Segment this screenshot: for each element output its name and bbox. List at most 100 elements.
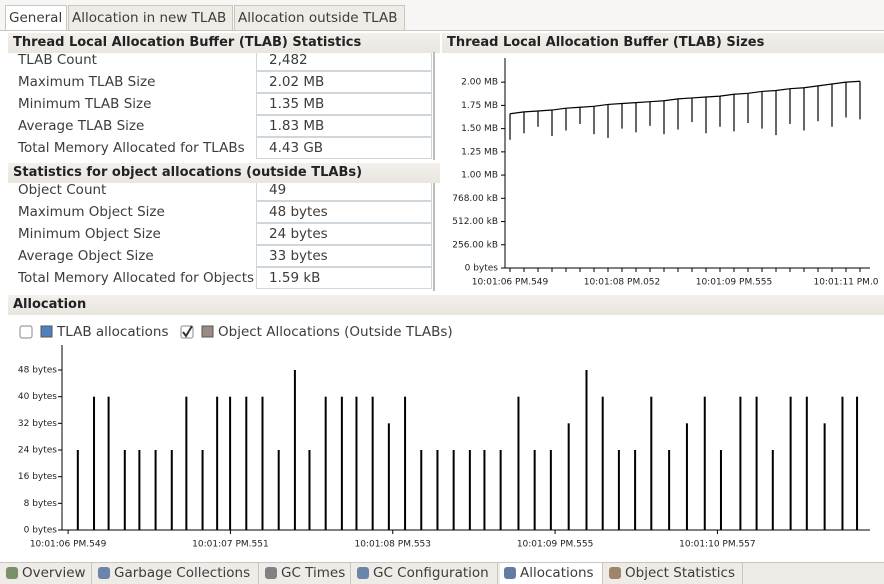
stat-value: 49 xyxy=(256,179,432,201)
tab-icon xyxy=(609,567,621,579)
stat-value: 1.59 kB xyxy=(256,267,432,289)
y-tick-label: 48 bytes xyxy=(18,366,57,376)
y-tick-label: 8 bytes xyxy=(24,499,58,509)
bottom-tab[interactable]: Overview xyxy=(2,563,92,584)
allocation-bar xyxy=(585,370,588,530)
allocation-bar xyxy=(601,396,604,530)
tab-icon xyxy=(6,567,18,579)
bottom-tab[interactable]: GC Configuration xyxy=(353,563,498,584)
stat-value: 48 bytes xyxy=(256,201,432,223)
stat-label: TLAB Count xyxy=(18,52,97,68)
y-tick-label: 0 bytes xyxy=(465,264,499,274)
top-tab[interactable]: Allocation in new TLAB xyxy=(68,5,233,30)
y-tick-label: 0 bytes xyxy=(24,526,58,536)
bottom-bar xyxy=(0,562,884,584)
allocation-bar xyxy=(823,423,826,530)
stat-label: Maximum TLAB Size xyxy=(18,74,156,90)
bottom-tab[interactable]: Garbage Collections xyxy=(94,563,259,584)
checkmark xyxy=(182,325,193,338)
section-header: Statistics for object allocations (outsi… xyxy=(8,163,440,183)
x-tick-label: 10:01:08 PM.553 xyxy=(354,540,431,550)
allocation-bar xyxy=(549,450,552,530)
stat-label: Total Memory Allocated for TLABs xyxy=(18,140,245,156)
allocation-bar xyxy=(293,370,296,530)
allocation-bar xyxy=(93,396,96,530)
chart-header: Allocation xyxy=(8,295,884,315)
y-tick-label: 2.00 MB xyxy=(461,78,498,88)
tlab-size-line xyxy=(509,80,861,115)
allocation-bar xyxy=(468,450,471,530)
legend-label: Object Allocations (Outside TLABs) xyxy=(218,324,453,340)
allocation-bar xyxy=(340,396,343,530)
x-tick-label: 10:01:09 PM.555 xyxy=(517,540,594,550)
allocation-bar xyxy=(841,396,844,530)
x-tick-label: 10:01:08 PM.052 xyxy=(584,278,661,288)
allocation-bar xyxy=(856,396,859,530)
y-tick-label: 16 bytes xyxy=(18,472,57,482)
y-tick-label: 24 bytes xyxy=(18,446,57,456)
allocation-bar xyxy=(634,450,637,530)
scrollbar xyxy=(433,183,435,291)
allocation-bar xyxy=(404,396,407,530)
allocation-bar xyxy=(107,396,110,530)
allocation-bar xyxy=(617,450,620,530)
stat-label: Minimum TLAB Size xyxy=(18,96,152,112)
allocation-bar xyxy=(668,450,671,530)
tab-icon xyxy=(265,567,277,579)
x-tick-label: 10:01:06 PM.549 xyxy=(30,540,107,550)
allocation-bar xyxy=(755,396,758,530)
tab-icon xyxy=(357,567,369,579)
allocation-bar xyxy=(76,450,79,530)
tab-icon xyxy=(504,567,516,579)
y-tick-label: 1.25 MB xyxy=(461,147,498,157)
bottom-tab[interactable]: GC Times xyxy=(261,563,351,584)
allocation-bar xyxy=(650,396,653,530)
allocation-bar xyxy=(355,396,358,530)
allocation-bar xyxy=(138,450,141,530)
allocation-bar xyxy=(703,396,706,530)
y-tick-label: 512.00 kB xyxy=(452,217,498,227)
allocation-bar xyxy=(533,450,536,530)
y-tick-label: 40 bytes xyxy=(18,392,57,402)
y-tick-label: 768.00 kB xyxy=(452,194,498,204)
stat-label: Object Count xyxy=(18,182,107,198)
y-tick-label: 1.75 MB xyxy=(461,101,498,111)
stat-label: Average Object Size xyxy=(18,248,154,264)
allocation-bar xyxy=(805,396,808,530)
allocation-bar xyxy=(308,450,311,530)
y-tick-label: 1.00 MB xyxy=(461,171,498,181)
y-tick-label: 1.50 MB xyxy=(461,124,498,134)
x-tick-label: 10:01:06 PM.549 xyxy=(472,278,549,288)
y-tick-label: 32 bytes xyxy=(18,419,57,429)
top-tab[interactable]: General xyxy=(5,5,67,30)
legend-swatch xyxy=(40,325,53,338)
bottom-tab[interactable]: Allocations xyxy=(500,563,603,584)
allocation-bar xyxy=(387,423,390,530)
stat-label: Maximum Object Size xyxy=(18,204,165,220)
allocation-bar xyxy=(452,450,455,530)
allocation-bar xyxy=(277,450,280,530)
tab-icon xyxy=(98,567,110,579)
stat-value: 33 bytes xyxy=(256,245,432,267)
y-tick-label: 256.00 kB xyxy=(452,240,498,250)
stat-value: 4.43 GB xyxy=(256,137,432,159)
allocation-bar xyxy=(789,396,792,530)
top-tab[interactable]: Allocation outside TLAB xyxy=(234,5,405,30)
allocation-bar xyxy=(185,396,188,530)
allocation-bar xyxy=(216,396,219,530)
allocation-bar xyxy=(371,396,374,530)
legend-label: TLAB allocations xyxy=(56,324,169,340)
stat-value: 1.35 MB xyxy=(256,93,432,115)
allocation-bar xyxy=(567,423,570,530)
allocation-bar xyxy=(483,450,486,530)
allocation-bar xyxy=(170,450,173,530)
stat-label: Total Memory Allocated for Objects xyxy=(18,270,255,286)
chart-header: Thread Local Allocation Buffer (TLAB) Si… xyxy=(442,33,884,53)
bottom-tab[interactable]: Object Statistics xyxy=(605,563,743,584)
allocation-bar xyxy=(517,396,520,530)
allocation-bar xyxy=(324,396,327,530)
allocation-bar xyxy=(719,450,722,530)
allocation-bar xyxy=(685,423,688,530)
